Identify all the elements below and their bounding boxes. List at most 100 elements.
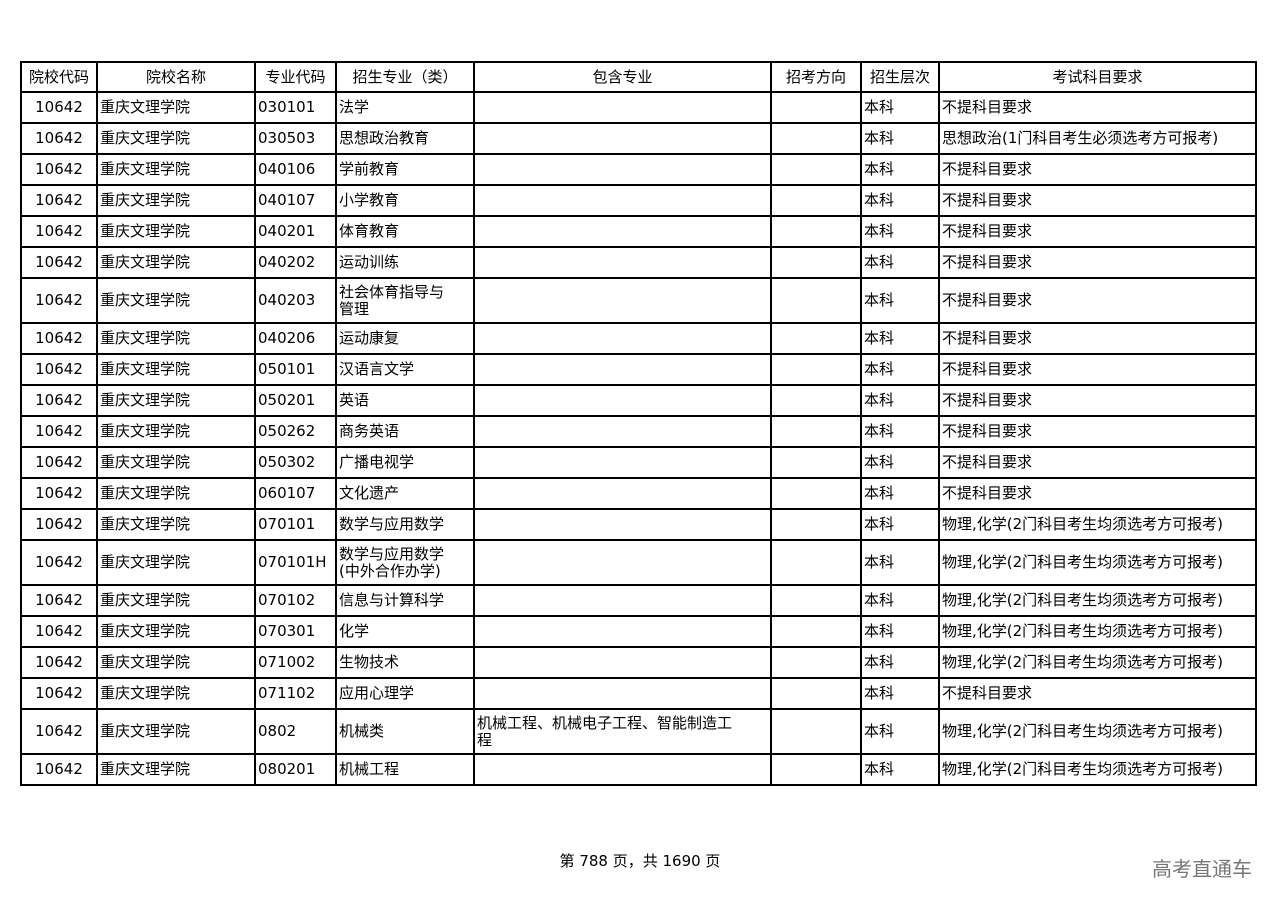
header-direction: 招考方向 [770,61,862,93]
cell-direction [770,322,862,355]
cell-school-code: 10642 [20,477,98,510]
table-row: 10642 重庆文理学院 0802 机械类 机械工程、机械电子工程、智能制造工 程 本科物… [20,708,1257,755]
cell-school-code: 10642 [20,615,98,648]
cell-major: 体育教育 [335,215,475,248]
cell-subject-requirement: 不提科目要求 [938,184,1257,217]
cell-included-majors [473,353,772,386]
table-row: 10642 重庆文理学院 060107 文化遗产 本科 不提科目要求 [20,477,1257,510]
table-row: 10642 重庆文理学院 070101H 数学与应用数学 (中外合作办学) 本科 物理,化… [20,539,1257,586]
cell-school-name: 重庆文理学院 [96,708,256,755]
table-row: 10642 重庆文理学院 040203 社会体育指导与 管理 本科 不提科目要求 [20,277,1257,324]
cell-school-code: 10642 [20,246,98,279]
cell-level: 本科 [860,646,940,679]
cell-school-name: 重庆文理学院 [96,584,256,617]
cell-school-code: 10642 [20,322,98,355]
cell-subject-requirement: 不提科目要求 [938,277,1257,324]
cell-school-name: 重庆文理学院 [96,91,256,124]
cell-included-majors [473,446,772,479]
cell-school-name: 重庆文理学院 [96,246,256,279]
cell-included-majors: 机械工程、机械电子工程、智能制造工 程 [473,708,772,755]
cell-major: 思想政治教育 [335,122,475,155]
cell-included-majors [473,246,772,279]
cell-major-code: 040202 [254,246,337,279]
cell-major-code: 070101 [254,508,337,541]
cell-direction [770,246,862,279]
cell-subject-requirement: 物理,化学(2门科目考生均须选考方可报考) [938,708,1257,755]
cell-major-code: 040206 [254,322,337,355]
header-subject-requirement: 考试科目要求 [938,61,1257,93]
cell-school-name: 重庆文理学院 [96,384,256,417]
cell-subject-requirement: 不提科目要求 [938,677,1257,710]
header-school-code: 院校代码 [20,61,98,93]
cell-direction [770,615,862,648]
cell-school-code: 10642 [20,708,98,755]
table-row: 10642 重庆文理学院 050101 汉语言文学 本科 不提科目要求 [20,353,1257,386]
cell-school-code: 10642 [20,753,98,786]
cell-direction [770,539,862,586]
cell-direction [770,446,862,479]
cell-level: 本科 [860,477,940,510]
cell-major: 英语 [335,384,475,417]
cell-level: 本科 [860,246,940,279]
cell-direction [770,277,862,324]
cell-included-majors [473,215,772,248]
cell-major: 法学 [335,91,475,124]
cell-subject-requirement: 物理,化学(2门科目考生均须选考方可报考) [938,584,1257,617]
cell-school-code: 10642 [20,539,98,586]
cell-level: 本科 [860,215,940,248]
cell-included-majors [473,415,772,448]
cell-school-code: 10642 [20,215,98,248]
cell-major: 社会体育指导与 管理 [335,277,475,324]
cell-major-code: 030101 [254,91,337,124]
cell-major: 学前教育 [335,153,475,186]
cell-included-majors [473,153,772,186]
cell-school-code: 10642 [20,353,98,386]
cell-major: 运动康复 [335,322,475,355]
cell-subject-requirement: 不提科目要求 [938,477,1257,510]
cell-direction [770,384,862,417]
cell-major-code: 040203 [254,277,337,324]
table-row: 10642 重庆文理学院 071002 生物技术 本科 物理,化学(2门科目考生均须选考方… [20,646,1257,679]
cell-major-code: 050101 [254,353,337,386]
cell-school-name: 重庆文理学院 [96,353,256,386]
cell-included-majors [473,584,772,617]
cell-major-code: 050262 [254,415,337,448]
cell-included-majors [473,384,772,417]
cell-included-majors [473,753,772,786]
cell-direction [770,122,862,155]
table-row: 10642 重庆文理学院 070102 信息与计算科学 本科 物理,化学(2门科目考生均须… [20,584,1257,617]
cell-major-code: 040107 [254,184,337,217]
table-row: 10642 重庆文理学院 071102 应用心理学 本科 不提科目要求 [20,677,1257,710]
cell-school-code: 10642 [20,184,98,217]
cell-major-code: 040106 [254,153,337,186]
cell-level: 本科 [860,539,940,586]
cell-subject-requirement: 物理,化学(2门科目考生均须选考方可报考) [938,646,1257,679]
cell-subject-requirement: 物理,化学(2门科目考生均须选考方可报考) [938,615,1257,648]
page-number: 第 788 页，共 1690 页 [559,852,721,870]
cell-included-majors [473,91,772,124]
cell-school-code: 10642 [20,122,98,155]
cell-major: 机械工程 [335,753,475,786]
cell-level: 本科 [860,708,940,755]
cell-major: 应用心理学 [335,677,475,710]
table-row: 10642 重庆文理学院 030101 法学 本科 不提科目要求 [20,91,1257,124]
cell-subject-requirement: 不提科目要求 [938,246,1257,279]
table-row: 10642 重庆文理学院 040202 运动训练 本科 不提科目要求 [20,246,1257,279]
table-row: 10642 重庆文理学院 040107 小学教育 本科 不提科目要求 [20,184,1257,217]
cell-included-majors [473,508,772,541]
cell-level: 本科 [860,584,940,617]
cell-school-code: 10642 [20,153,98,186]
cell-level: 本科 [860,446,940,479]
cell-included-majors [473,184,772,217]
cell-included-majors [473,477,772,510]
cell-major-code: 060107 [254,477,337,510]
table-row: 10642 重庆文理学院 070301 化学 本科 物理,化学(2门科目考生均须选考方可报… [20,615,1257,648]
table-row: 10642 重庆文理学院 050302 广播电视学 本科 不提科目要求 [20,446,1257,479]
table-header-row: 院校代码 院校名称 专业代码 招生专业（类） 包含专业 招考方向 招生层次 考试科目要求 [20,61,1257,93]
table-row: 10642 重庆文理学院 040106 学前教育 本科 不提科目要求 [20,153,1257,186]
cell-school-code: 10642 [20,277,98,324]
cell-direction [770,708,862,755]
cell-level: 本科 [860,184,940,217]
cell-direction [770,646,862,679]
table-row: 10642 重庆文理学院 050262 商务英语 本科 不提科目要求 [20,415,1257,448]
